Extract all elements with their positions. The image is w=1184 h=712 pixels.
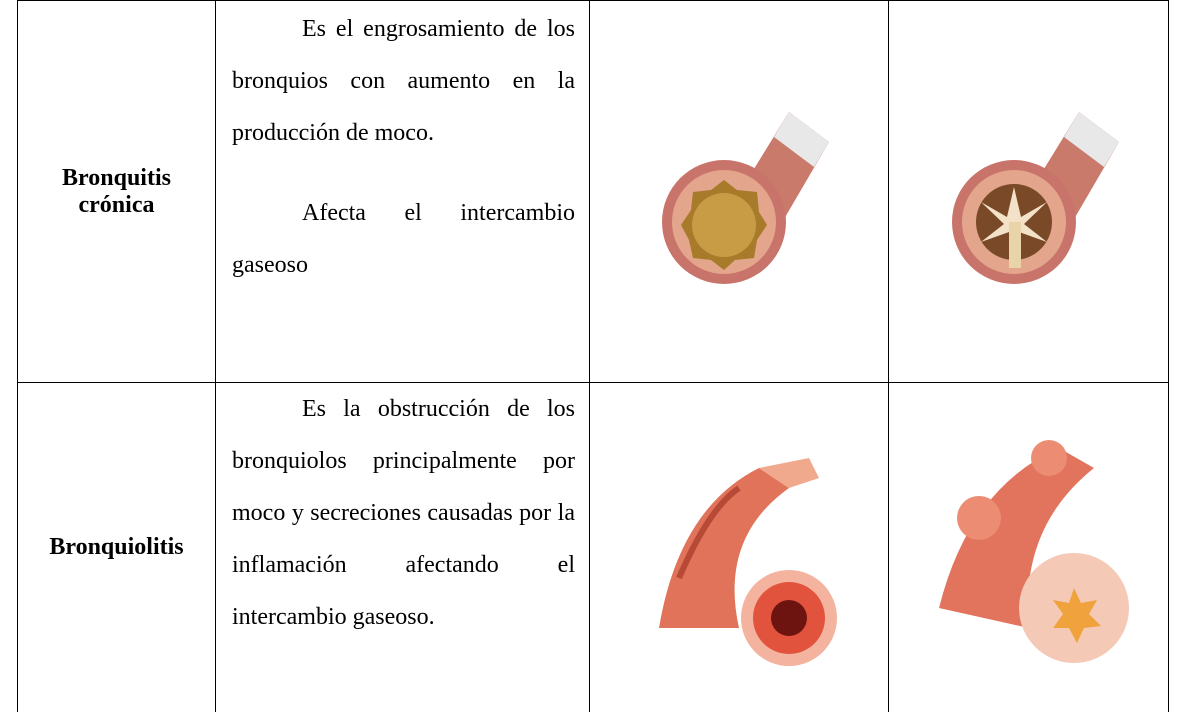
term: Bronquiolitis: [49, 534, 184, 560]
term-cell: Bronquiolitis: [17, 382, 215, 712]
illustration: [938, 439, 1129, 663]
image-cell: [888, 0, 1169, 383]
term-cell: Bronquitis crónica: [17, 0, 215, 383]
image-cell: [888, 382, 1169, 712]
description-cell: Es el engrosamiento de los bronquios con…: [215, 0, 589, 383]
paragraph: Afecta el intercambio gaseoso: [232, 200, 575, 278]
description-cell: Es la obstrucción de los bronquiolos pri…: [215, 382, 589, 712]
paragraph: Es la obstrucción de los bronquiolos pri…: [232, 396, 575, 630]
image-cell: [589, 0, 888, 383]
paragraph: Es el engrosamiento de los bronquios con…: [232, 16, 575, 146]
illustration: [662, 112, 829, 284]
term: Bronquitis crónica: [62, 165, 171, 218]
illustration: [951, 112, 1119, 284]
illustration: [659, 457, 837, 666]
image-cell: [589, 382, 888, 712]
